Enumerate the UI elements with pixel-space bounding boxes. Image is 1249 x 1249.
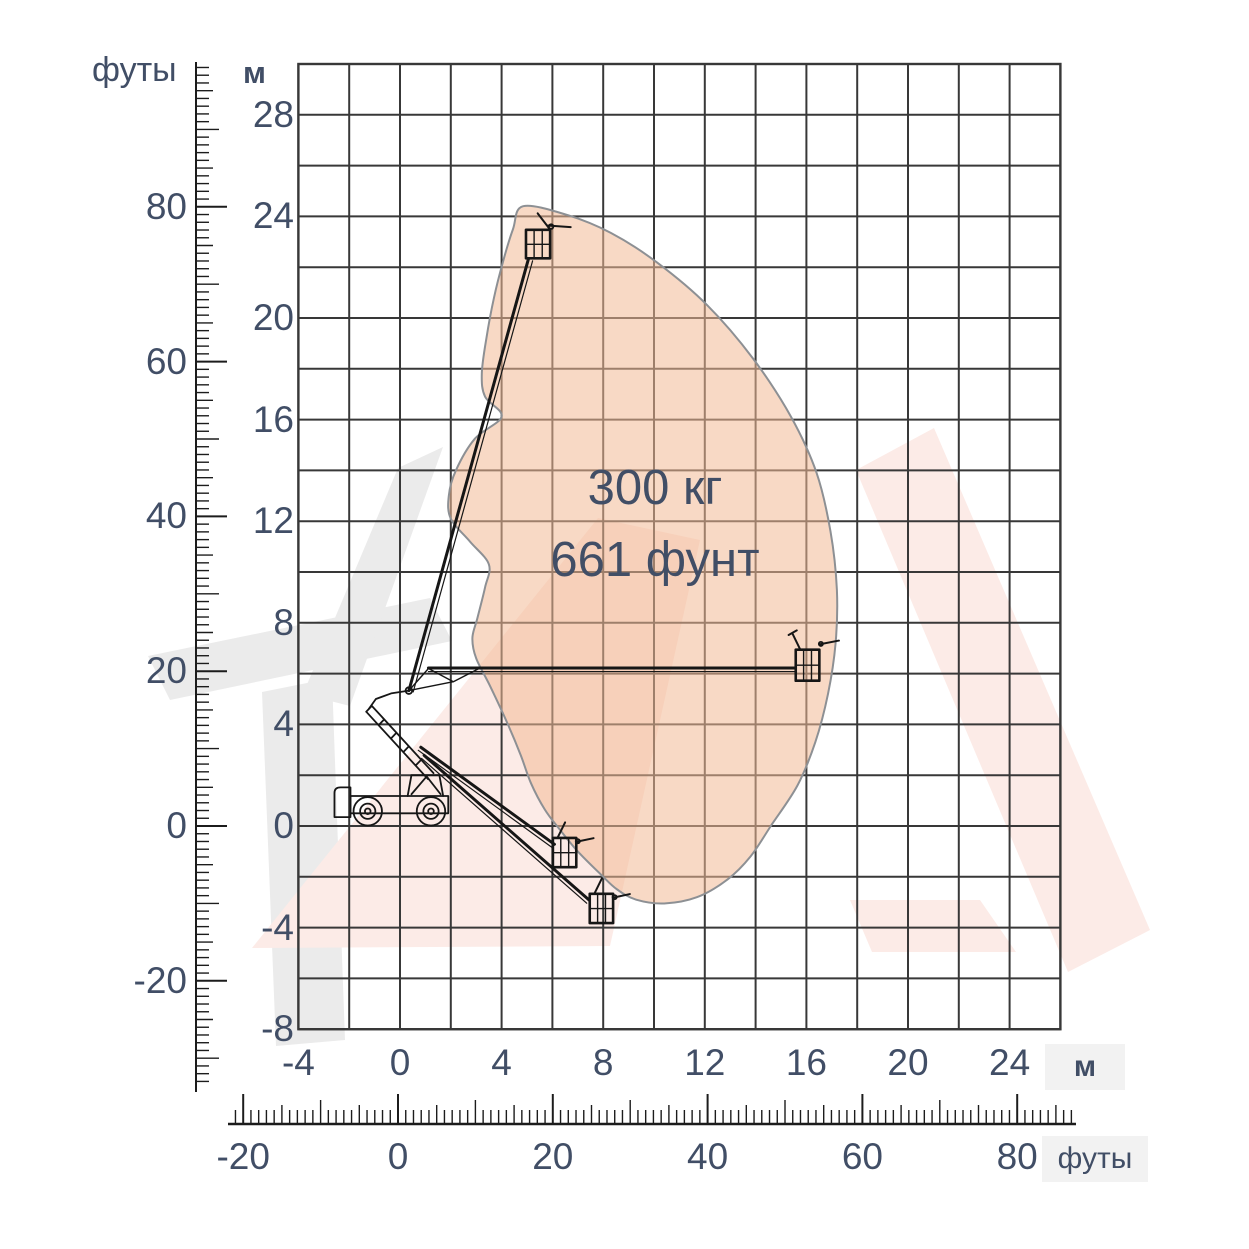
boom-up-section bbox=[413, 261, 532, 692]
machine-wheel-front-hub bbox=[428, 808, 434, 814]
jib-joint-low bbox=[613, 895, 617, 899]
chassis-hood bbox=[334, 787, 350, 817]
chassis-deck bbox=[350, 796, 448, 813]
watermark-gray-inner-band bbox=[303, 447, 443, 706]
machine-wheel-rear bbox=[354, 797, 382, 825]
platform-basket-right-rails bbox=[796, 650, 820, 681]
boom-up-main bbox=[409, 260, 528, 691]
watermark-pink-band-right bbox=[856, 428, 1150, 972]
platform-basket-top-jib bbox=[538, 213, 571, 228]
boom-position-down-low bbox=[422, 755, 630, 923]
machine-wheel-rear-rim bbox=[360, 804, 375, 819]
boom-horizontal-links bbox=[409, 668, 480, 691]
jib-joint-right bbox=[819, 642, 823, 646]
machine-wheel-rear-hub bbox=[365, 808, 371, 814]
platform-basket-low-rails bbox=[590, 894, 613, 923]
boom-position-down-mid bbox=[418, 747, 593, 867]
watermark-gray-leg bbox=[262, 678, 345, 1046]
machine-wheel-front-rim bbox=[423, 804, 438, 819]
boom-down-mid-section bbox=[418, 750, 552, 847]
watermark-pink-parallelogram bbox=[850, 900, 1016, 952]
boom-down-mid-main bbox=[421, 747, 555, 844]
boom-down-low-section bbox=[422, 758, 587, 903]
jib-joint-top bbox=[549, 224, 554, 229]
riser-elbow-link bbox=[369, 691, 409, 709]
grid-border bbox=[297, 62, 1062, 1031]
platform-basket-top-rails bbox=[526, 230, 550, 258]
boom-down-low-main bbox=[424, 755, 589, 900]
platform-basket-mid-rails bbox=[553, 838, 576, 867]
jib-joint-mid bbox=[576, 839, 580, 843]
boom-position-up bbox=[409, 213, 571, 692]
machine-wheel-front bbox=[417, 797, 445, 825]
boom-position-horizontal bbox=[409, 630, 839, 690]
boom-lift-illustration bbox=[334, 213, 838, 923]
rulers bbox=[195, 62, 1076, 1126]
